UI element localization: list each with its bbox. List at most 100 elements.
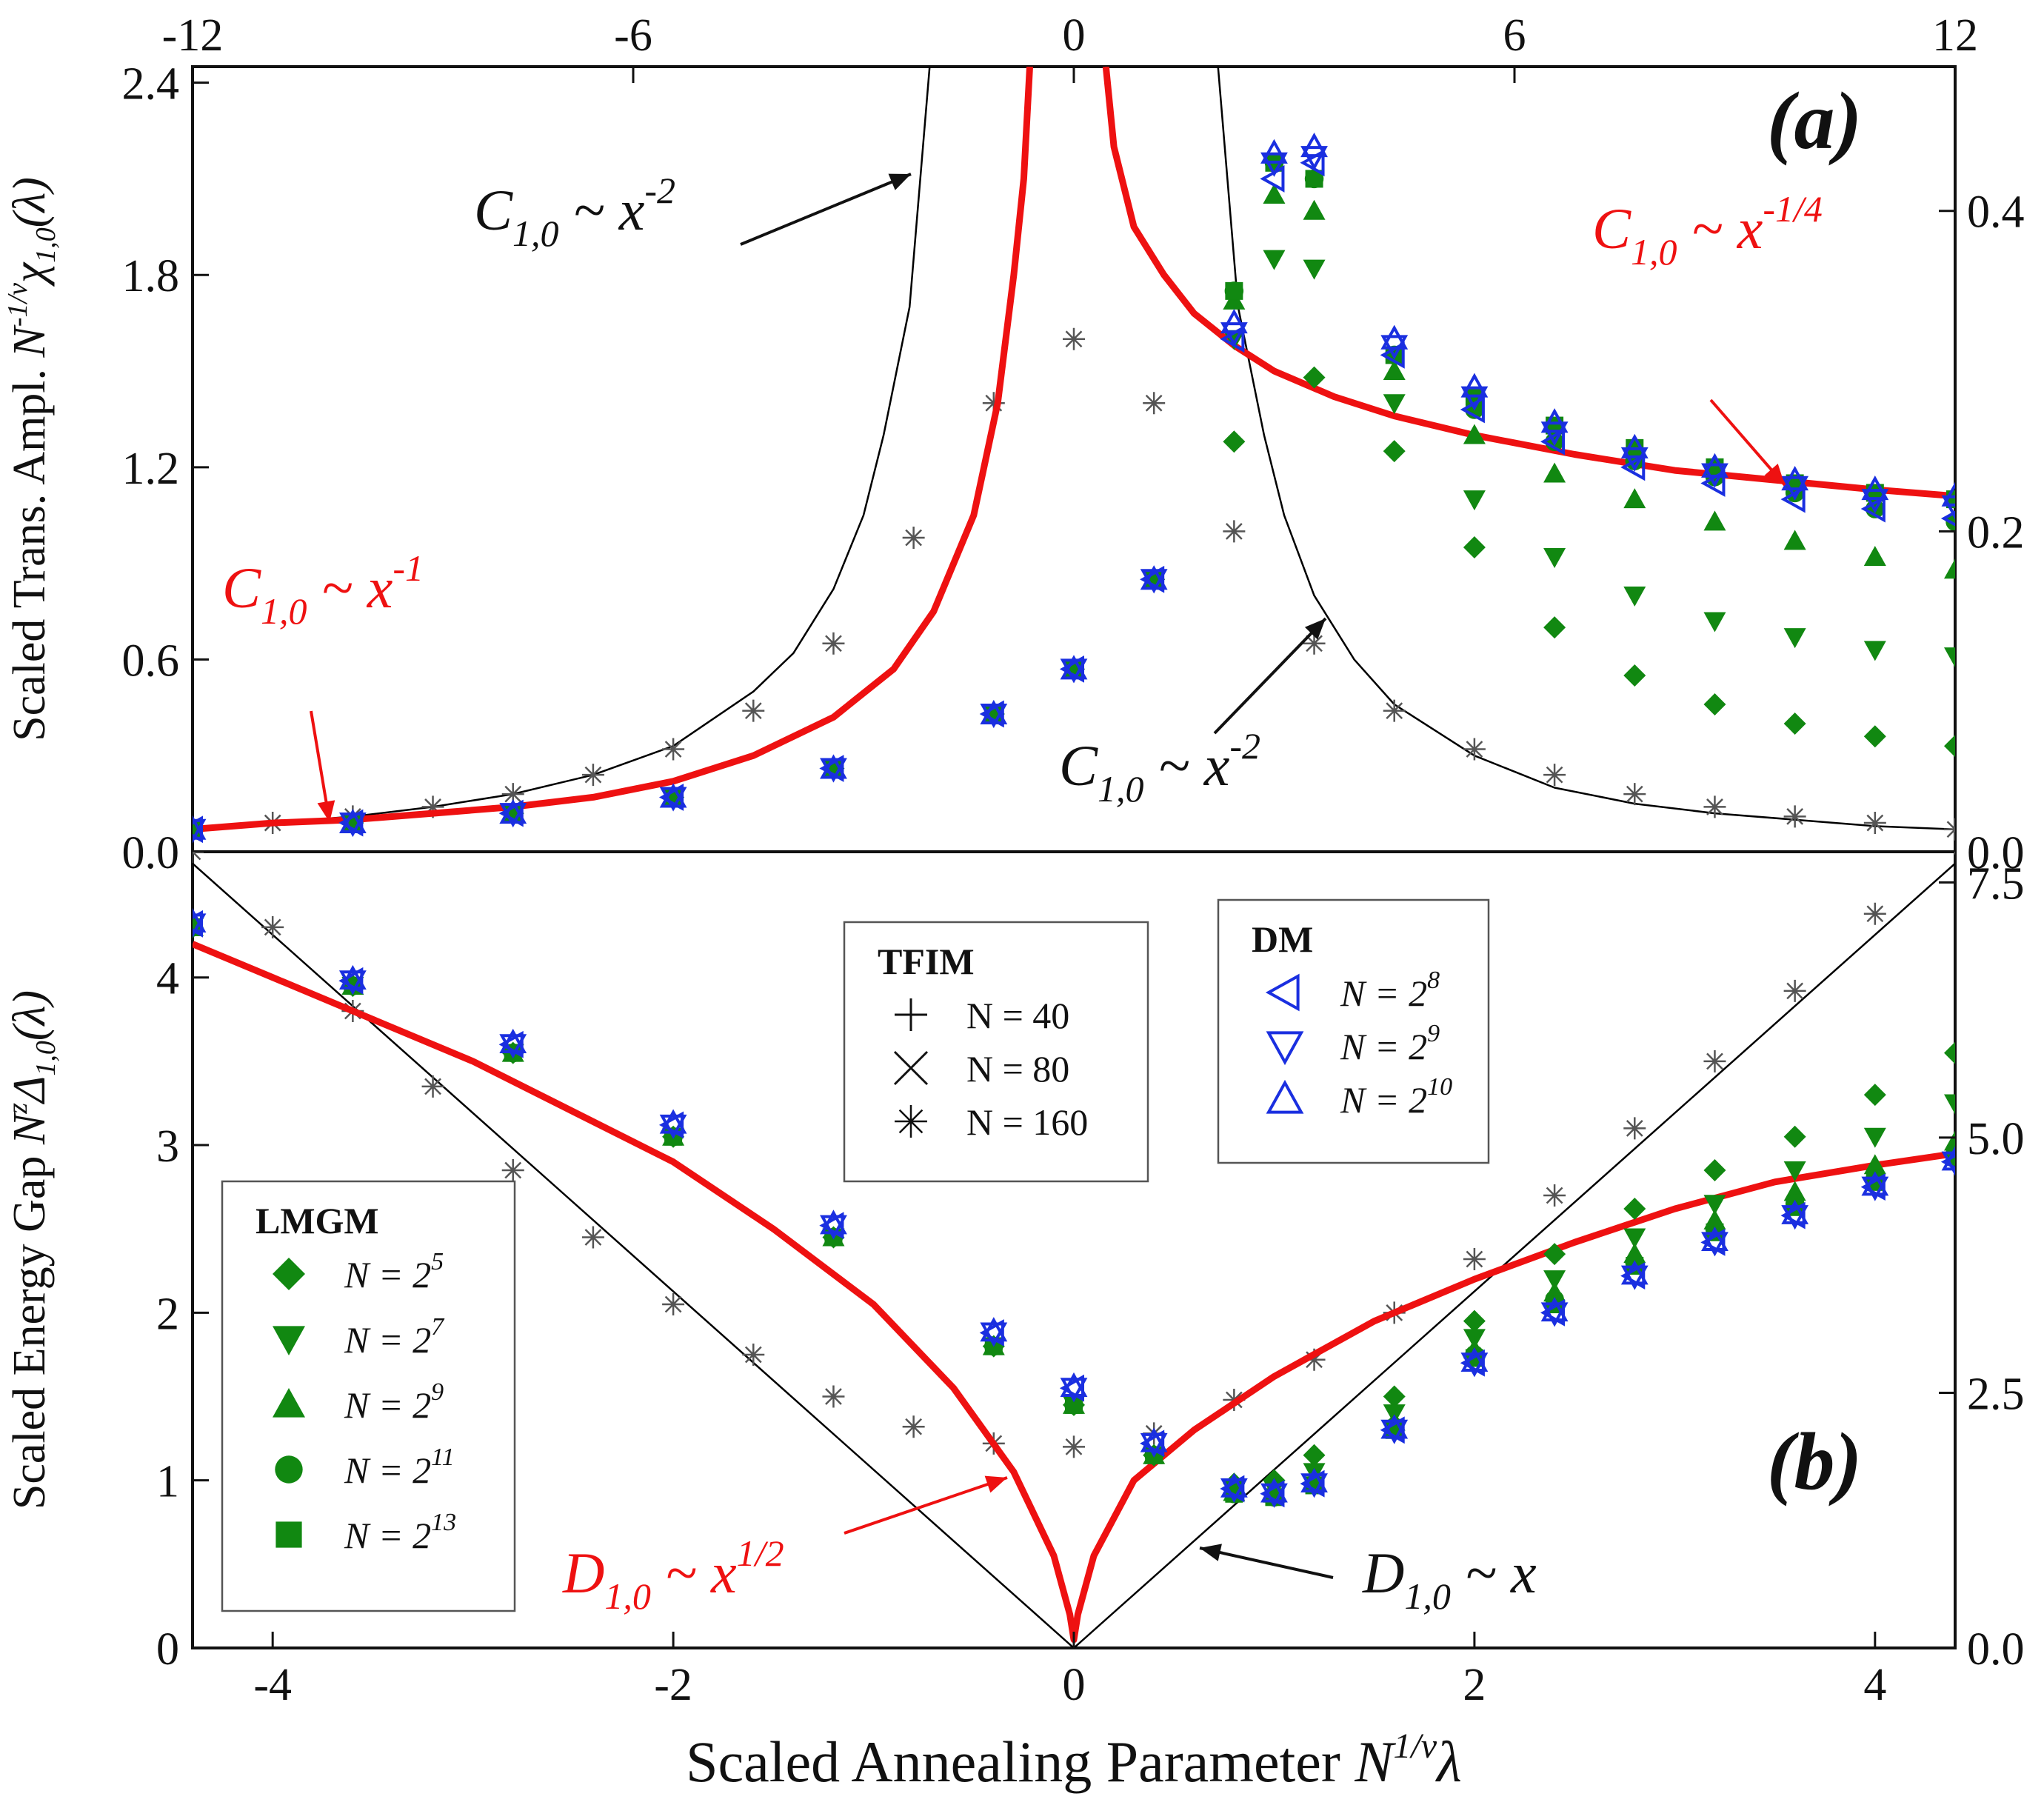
legend-label: N = 210 — [1340, 1073, 1452, 1121]
ann-main: C — [1059, 733, 1098, 798]
y-tick-label: 1.8 — [122, 251, 180, 301]
data-point — [1620, 433, 1649, 458]
data-point — [1260, 152, 1288, 177]
data-point — [1783, 805, 1806, 828]
data-point — [1703, 693, 1726, 715]
data-point — [1063, 327, 1085, 350]
series-line — [193, 67, 1033, 833]
data-point — [1263, 184, 1286, 204]
data-layer — [193, 852, 1955, 1648]
data-point — [338, 970, 367, 995]
ann-sub: 1,0 — [1098, 768, 1144, 810]
ann-main: C — [222, 555, 261, 620]
x-top-tick-label: -12 — [162, 10, 224, 61]
arrow-c10-x-2-bottom — [1213, 617, 1327, 735]
ann-sup: -1/4 — [1763, 188, 1823, 230]
data-point — [1543, 1270, 1566, 1291]
data-point — [819, 1212, 844, 1240]
data-point — [1060, 1378, 1088, 1403]
data-point — [1543, 616, 1566, 639]
ann-mid: ~ x — [307, 555, 393, 620]
data-point — [1543, 462, 1566, 483]
data-point — [1143, 392, 1166, 415]
data-point — [338, 809, 364, 837]
ann-sub: 1,0 — [512, 213, 559, 254]
series-n-2-9-dm- — [193, 913, 1955, 1508]
data-point — [1623, 783, 1646, 806]
data-point — [659, 1109, 687, 1134]
data-point — [1540, 421, 1569, 447]
legend-label: N = 27 — [344, 1313, 445, 1361]
annotation-d10-x-half: D1,0 ~ x1/2 — [562, 1532, 784, 1617]
data-point — [1303, 1348, 1326, 1371]
data-point — [1383, 360, 1406, 381]
data-point — [421, 1075, 444, 1098]
data-point — [1623, 664, 1646, 687]
data-point — [902, 1415, 925, 1438]
data-point — [1463, 1247, 1486, 1270]
legend-marker — [1265, 973, 1300, 1012]
x-tick-label: 4 — [1863, 1660, 1886, 1710]
ann-sup: -2 — [644, 170, 675, 211]
arrow-head — [317, 800, 335, 822]
ylabel-exp: z — [2, 1103, 33, 1115]
legend-label: N = 29 — [344, 1378, 444, 1426]
data-point — [1861, 475, 1889, 501]
legend-marker — [1266, 1031, 1304, 1066]
legend-label-base: N = 2 — [344, 1515, 431, 1556]
data-point — [1260, 139, 1288, 164]
data-point — [742, 1343, 765, 1366]
ylabel-post: (λ) — [4, 177, 55, 227]
legend-marker — [273, 1388, 305, 1418]
data-point — [1223, 430, 1246, 453]
data-point — [1783, 712, 1806, 735]
ann-main: C — [1592, 196, 1631, 261]
y-tick-label: 2.4 — [122, 59, 180, 110]
data-point — [1701, 1232, 1729, 1257]
ann-sub: 1,0 — [261, 590, 307, 632]
data-point — [1300, 1469, 1325, 1498]
data-point — [1220, 1478, 1248, 1504]
annotation-c10-x-1: C1,0 ~ x-1 — [222, 547, 424, 632]
x-tick-label: -4 — [253, 1660, 292, 1710]
y-axis-label-b: Scaled Energy Gap NzΔ1,0(λ) — [2, 990, 61, 1509]
data-point — [1540, 1302, 1569, 1327]
arrow-head — [1200, 1544, 1222, 1561]
legend-marker — [275, 1521, 302, 1548]
data-point — [1944, 818, 1955, 841]
y-tick-label: 3 — [156, 1121, 179, 1172]
data-point — [979, 700, 1004, 728]
data-point — [1703, 1159, 1726, 1181]
series-n-2-8 — [193, 910, 1955, 1508]
data-point — [1540, 427, 1566, 456]
data-point — [1783, 530, 1806, 550]
series-line — [1217, 67, 1955, 830]
ylabel-delta: Δ — [4, 1076, 55, 1105]
data-point — [1260, 1480, 1285, 1508]
arrow-shaft — [740, 173, 912, 246]
series-n-2-10 — [193, 907, 1955, 1503]
data-point — [1703, 510, 1726, 531]
ylabel-text: Scaled Energy Gap — [4, 1144, 55, 1509]
data-point — [658, 1111, 684, 1139]
data-point — [261, 915, 284, 938]
data-point — [581, 1226, 604, 1249]
xlabel-post: λ — [1435, 1729, 1462, 1794]
legend-marker — [273, 1258, 305, 1290]
arrow-c10-x-2-top — [740, 173, 912, 246]
data-point — [1703, 612, 1726, 633]
data-point — [581, 764, 604, 787]
data-point — [902, 527, 925, 549]
legend-label-base: N = 2 — [1340, 1026, 1427, 1067]
data-point — [1463, 738, 1486, 761]
data-point — [1860, 1173, 1886, 1201]
legend-title: TFIM — [878, 941, 975, 982]
data-point — [980, 699, 1008, 724]
series-c-1-0-x-1-4-red- — [193, 67, 1033, 833]
data-point — [980, 1322, 1008, 1347]
series-c-1-0-x-2-tfim-bound- — [193, 67, 931, 830]
legend-tfim: TFIM N = 40 N = 80 N = 160 — [843, 921, 1149, 1183]
data-point — [1383, 394, 1406, 415]
data-point — [1863, 902, 1886, 925]
